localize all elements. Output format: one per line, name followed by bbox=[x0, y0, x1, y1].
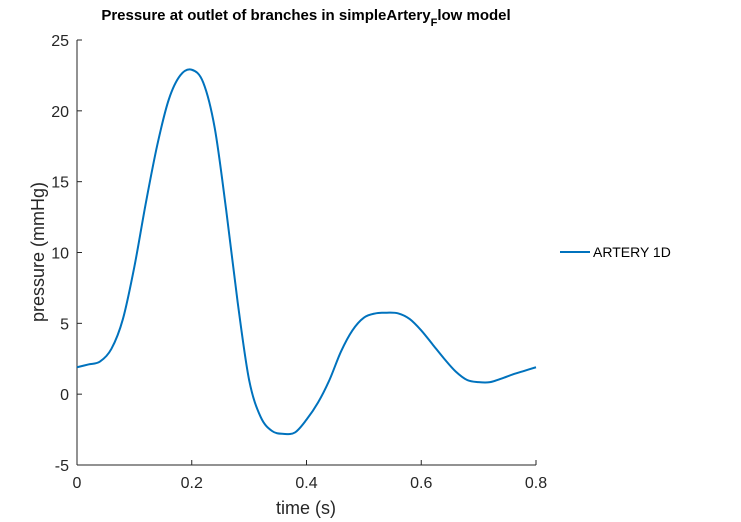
x-tick-label: 0.4 bbox=[295, 475, 317, 492]
series-line-artery-1d bbox=[76, 68, 537, 436]
y-tick-label: 10 bbox=[51, 246, 69, 263]
chart-title-suffix: low model bbox=[437, 7, 510, 24]
y-tick-label: 20 bbox=[51, 104, 69, 121]
axes bbox=[76, 40, 536, 466]
chart-title-subscript: F bbox=[431, 17, 438, 29]
chart-title: Pressure at outlet of branches in simple… bbox=[101, 7, 510, 29]
y-tick-label: 25 bbox=[51, 33, 69, 50]
x-tick-label: 0 bbox=[73, 475, 82, 492]
y-axis-ticks: -5 0 5 10 15 20 25 bbox=[51, 33, 82, 475]
x-axis-label: time (s) bbox=[276, 498, 336, 518]
series-group bbox=[76, 68, 537, 436]
chart-title-main: Pressure at outlet of branches in simple… bbox=[101, 7, 431, 24]
x-tick-label: 0.2 bbox=[181, 475, 203, 492]
legend-label-artery-1d: ARTERY 1D bbox=[593, 244, 671, 260]
y-axis-label: pressure (mmHg) bbox=[28, 182, 48, 322]
x-tick-label: 0.8 bbox=[525, 475, 547, 492]
x-axis-ticks: 0 0.2 0.4 0.6 0.8 bbox=[73, 460, 547, 492]
legend: ARTERY 1D bbox=[560, 244, 671, 260]
y-tick-label: 5 bbox=[60, 316, 69, 333]
x-tick-label: 0.6 bbox=[410, 475, 432, 492]
y-tick-label: -5 bbox=[55, 458, 69, 475]
y-tick-label: 15 bbox=[51, 175, 69, 192]
y-tick-label: 0 bbox=[60, 387, 69, 404]
